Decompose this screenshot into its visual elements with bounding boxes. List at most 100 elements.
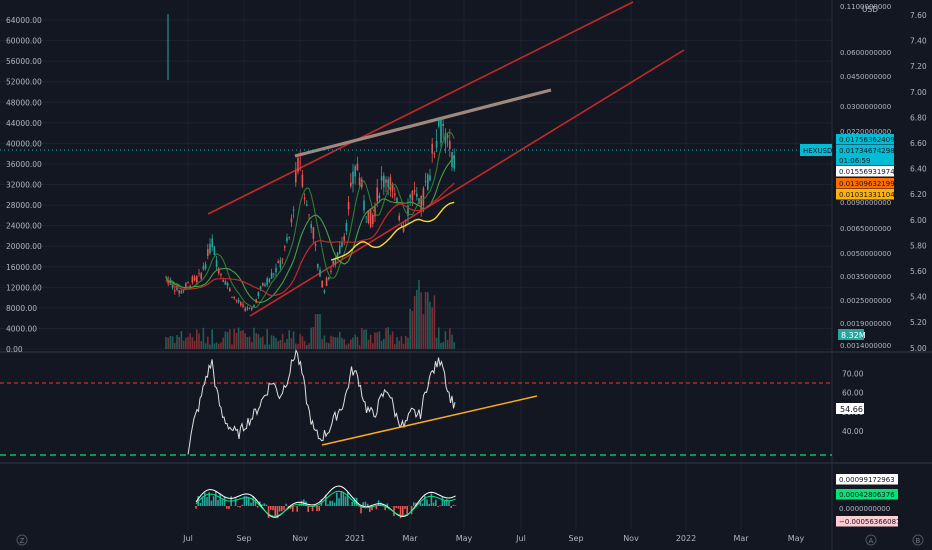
candle-body bbox=[220, 274, 222, 276]
rsi-tick-label: 40.00 bbox=[842, 427, 864, 436]
volume-bar bbox=[332, 336, 334, 349]
volume-bar bbox=[350, 339, 352, 349]
candle-body bbox=[385, 179, 387, 183]
volume-bar bbox=[218, 343, 220, 349]
volume-bar bbox=[211, 329, 213, 349]
volume-bar bbox=[286, 338, 288, 349]
candle-body bbox=[440, 119, 442, 143]
macd-hist-bar bbox=[245, 496, 248, 506]
volume-bar bbox=[431, 307, 433, 349]
volume-bar bbox=[334, 337, 337, 349]
macd-hist-bar bbox=[382, 504, 384, 506]
candle-body bbox=[257, 292, 260, 297]
volume-bar bbox=[198, 333, 200, 349]
macd-hist-bar bbox=[325, 494, 327, 506]
volume-bar bbox=[330, 335, 332, 349]
right-tick-label: 6.80 bbox=[910, 113, 927, 122]
log-scale-icon[interactable] bbox=[912, 534, 924, 546]
volume-bar bbox=[200, 341, 202, 349]
volume-bar bbox=[174, 342, 176, 349]
channel-upper-line[interactable] bbox=[207, 1, 634, 215]
volume-bar bbox=[248, 336, 251, 349]
volume-bar bbox=[341, 337, 343, 349]
macd-hist-bar bbox=[421, 503, 424, 506]
right-tick-label: 5.80 bbox=[910, 241, 927, 250]
macd-hist-bar bbox=[437, 506, 439, 507]
rsi-support-trendline[interactable] bbox=[321, 395, 538, 446]
volume-bar bbox=[438, 327, 440, 349]
volume-bar bbox=[295, 343, 297, 349]
usd-tick-label: 0.0065000000 bbox=[840, 225, 891, 233]
candle-body bbox=[182, 290, 185, 291]
candle-body bbox=[215, 260, 218, 267]
price-label-text: 0.01031331104 bbox=[839, 191, 895, 199]
volume-bar bbox=[446, 340, 449, 349]
volume-bar bbox=[422, 314, 425, 349]
volume-bar bbox=[424, 291, 427, 349]
candle-body bbox=[341, 241, 343, 248]
macd-hist-bar bbox=[450, 506, 452, 509]
right-tick-label: 6.60 bbox=[910, 139, 927, 148]
macd-hist-bar bbox=[199, 502, 202, 506]
x-tick-label: Sep bbox=[568, 534, 583, 543]
volume-bar bbox=[222, 337, 224, 349]
volume-bar bbox=[321, 339, 323, 349]
volume-bar bbox=[356, 336, 359, 349]
macd-label-text: 0.00099172963 bbox=[839, 476, 895, 484]
zoom-reset-letter: Z bbox=[20, 537, 25, 545]
candle-body bbox=[334, 258, 337, 265]
candle-body bbox=[295, 171, 297, 183]
candle-body bbox=[347, 202, 350, 210]
left-tick-label: 48000.00 bbox=[6, 98, 42, 107]
volume-bar bbox=[433, 295, 436, 349]
candle-body bbox=[301, 174, 304, 187]
candle-body bbox=[202, 266, 205, 270]
macd-hist-bar bbox=[300, 500, 303, 506]
candle-body bbox=[319, 269, 321, 277]
candle-body bbox=[251, 307, 253, 310]
volume-bar bbox=[290, 338, 293, 349]
macd-hist-bar bbox=[432, 502, 435, 506]
volume-bar bbox=[387, 327, 389, 349]
volume-bar bbox=[262, 336, 264, 349]
price-label-text: 01:06:59 bbox=[839, 157, 870, 165]
macd-hist-bar bbox=[344, 496, 347, 506]
macd-hist-bar bbox=[234, 498, 237, 506]
volume-bar bbox=[365, 329, 367, 349]
channel-lower-line[interactable] bbox=[249, 49, 685, 317]
candle-body bbox=[286, 237, 288, 242]
candle-body bbox=[453, 155, 455, 169]
macd-label-text: −0.00056366087 bbox=[839, 518, 901, 526]
candle-body bbox=[405, 223, 407, 225]
price-label-text: 0.01734674298 bbox=[839, 147, 895, 155]
candle-body bbox=[191, 276, 194, 283]
volume-bar bbox=[435, 337, 438, 349]
zoom-reset-icon[interactable] bbox=[16, 534, 28, 546]
auto-scale-icon[interactable] bbox=[865, 534, 877, 546]
candle-body bbox=[449, 140, 451, 150]
left-tick-label: 8000.00 bbox=[6, 304, 37, 313]
candle-body bbox=[281, 258, 284, 260]
candle-body bbox=[224, 281, 227, 285]
resistance-trendline[interactable] bbox=[294, 88, 552, 158]
macd-hist-bar bbox=[443, 500, 446, 506]
volume-label: 8.32M bbox=[841, 331, 866, 340]
volume-bar bbox=[440, 342, 442, 349]
candle-body bbox=[391, 185, 394, 191]
macd-value-labels: 0.00099172963 0.00042806376 0.0000000000 −0… bbox=[836, 474, 901, 527]
macd-hist-bar bbox=[404, 506, 406, 509]
candle-body bbox=[226, 283, 229, 286]
price-label-text: 0.01309632199 bbox=[839, 180, 895, 188]
candle-body bbox=[409, 194, 411, 198]
left-tick-label: 40000.00 bbox=[6, 139, 42, 148]
macd-hist-bar bbox=[393, 506, 395, 517]
right-tick-label: 7.60 bbox=[910, 11, 927, 20]
volume-bar bbox=[193, 340, 196, 349]
macd-hist-bar bbox=[263, 503, 265, 506]
volume-bar bbox=[420, 292, 422, 349]
price-label-bg bbox=[836, 166, 894, 177]
candle-body bbox=[358, 177, 361, 185]
candle-body bbox=[244, 308, 246, 311]
macd-hist-bar bbox=[413, 502, 415, 506]
